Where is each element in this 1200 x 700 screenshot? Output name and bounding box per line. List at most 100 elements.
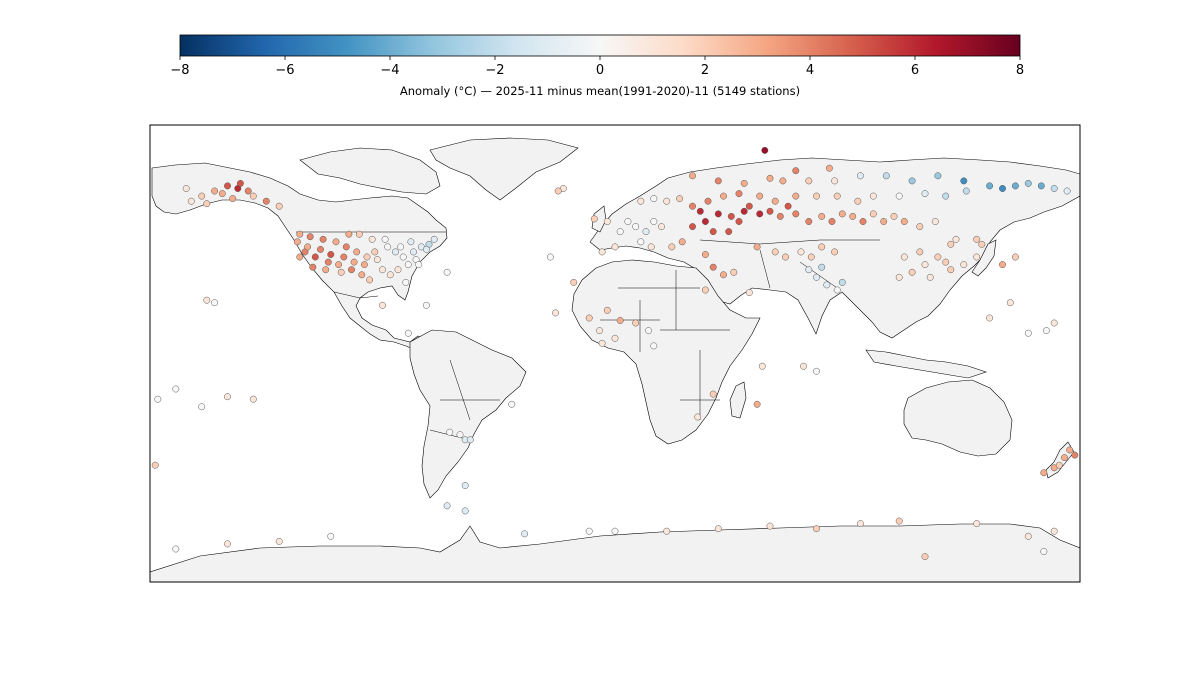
station-marker (676, 195, 684, 203)
canadian-arctic (299, 147, 441, 195)
station-marker (224, 182, 231, 190)
station-marker (422, 245, 430, 253)
station-marker (805, 218, 813, 225)
station-marker (947, 240, 955, 248)
station-markers (151, 146, 1079, 561)
station-marker (908, 268, 916, 276)
colorbar: −8 −6 −4 −2 0 2 4 6 8 Anomaly (°C) — 2025-11 min… (170, 34, 1024, 98)
station-marker (603, 306, 611, 314)
station-marker (585, 314, 593, 322)
station-marker (211, 187, 219, 195)
station-marker (849, 212, 857, 220)
africa (571, 259, 761, 445)
station-marker (262, 197, 270, 205)
station-marker (443, 502, 451, 510)
station-marker (797, 248, 805, 256)
station-marker (921, 553, 929, 561)
station-marker (663, 197, 671, 205)
station-marker (869, 192, 877, 200)
station-marker (934, 253, 942, 261)
station-marker (293, 238, 301, 246)
station-marker (198, 403, 206, 411)
station-marker (650, 195, 658, 203)
station-marker (637, 197, 645, 205)
station-marker (792, 167, 800, 175)
station-marker (379, 301, 386, 309)
station-marker (813, 525, 820, 533)
station-marker (856, 520, 864, 528)
station-marker (678, 238, 686, 246)
station-marker (275, 537, 283, 545)
station-marker (831, 248, 839, 256)
station-marker (154, 395, 162, 403)
station-marker (916, 248, 924, 256)
station-marker (466, 436, 474, 444)
station-marker (410, 248, 417, 256)
station-marker (317, 245, 324, 253)
station-marker (792, 210, 800, 218)
station-marker (766, 174, 774, 182)
station-marker (753, 400, 761, 408)
station-marker (172, 385, 180, 393)
station-marker (1024, 179, 1032, 187)
station-marker (218, 190, 226, 198)
station-marker (327, 251, 335, 258)
station-marker (546, 253, 554, 261)
station-marker (340, 253, 348, 261)
station-marker (337, 268, 345, 276)
station-marker (942, 192, 950, 200)
station-marker (668, 243, 676, 251)
station-marker (1071, 451, 1079, 459)
station-marker (771, 197, 779, 205)
station-marker (962, 187, 970, 195)
station-marker (882, 172, 890, 180)
colorbar-tick-label: 8 (1016, 63, 1024, 78)
station-marker (805, 177, 813, 185)
station-marker (203, 296, 211, 304)
station-marker (658, 223, 665, 231)
station-marker (869, 210, 877, 218)
station-marker (753, 243, 761, 251)
colorbar-tick-label: −6 (275, 63, 294, 78)
station-marker (895, 273, 903, 281)
station-marker (745, 202, 753, 210)
station-marker (704, 197, 712, 205)
station-marker (986, 314, 994, 322)
station-marker (720, 271, 727, 279)
station-marker (1024, 329, 1032, 337)
uk (591, 205, 607, 233)
station-marker (596, 327, 603, 335)
colorbar-tick-label: −8 (170, 63, 189, 78)
station-marker (960, 177, 968, 185)
station-marker (508, 400, 516, 408)
station-marker (766, 522, 774, 530)
station-marker (833, 192, 841, 200)
station-marker (689, 223, 696, 231)
station-marker (720, 192, 727, 200)
colorbar-tick-label: 0 (596, 63, 604, 78)
colorbar-tick-label: −2 (485, 63, 504, 78)
station-marker (740, 179, 748, 187)
station-marker (805, 266, 813, 274)
station-marker (335, 261, 343, 269)
station-marker (973, 520, 981, 528)
colorbar-tick-label: −4 (380, 63, 399, 78)
station-marker (880, 218, 888, 225)
station-marker (908, 177, 916, 185)
station-marker (327, 532, 335, 540)
station-marker (833, 286, 841, 294)
station-marker (570, 278, 578, 286)
station-marker (1024, 532, 1032, 540)
station-marker (818, 263, 826, 271)
antarctica (150, 523, 1080, 582)
station-marker (611, 334, 619, 342)
station-marker (714, 210, 722, 218)
station-marker (807, 253, 815, 261)
station-marker (709, 228, 717, 236)
station-marker (771, 248, 779, 256)
map-border (149, 124, 1081, 583)
station-marker (224, 393, 231, 401)
station-marker (187, 197, 195, 205)
land-layer (150, 137, 1080, 582)
station-marker (1061, 454, 1068, 462)
